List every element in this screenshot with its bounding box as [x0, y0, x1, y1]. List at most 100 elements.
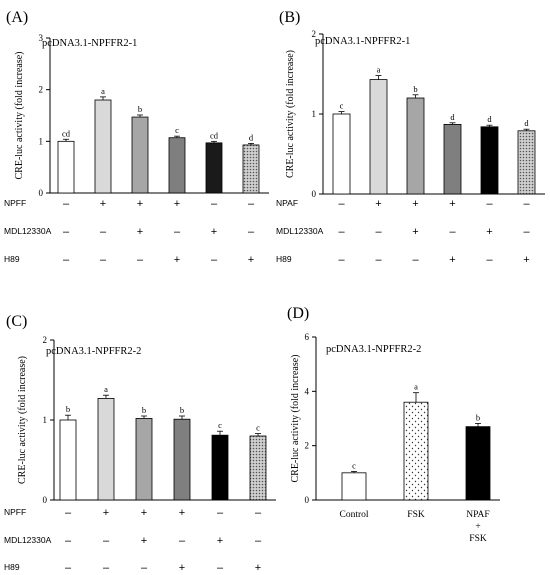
construct-label: pcDNA3.1-NPFFR2-2: [326, 344, 421, 355]
y-tick-label: 2: [43, 335, 48, 345]
significance-letter: c: [256, 423, 260, 433]
y-axis-label: CRE-luc activity (fold increase): [285, 50, 296, 178]
treatment-label: NPAF: [276, 198, 298, 208]
y-tick-label: 1: [39, 136, 44, 146]
treatment-label: H89: [4, 562, 20, 572]
significance-letter: cd: [210, 130, 219, 140]
bar: [205, 142, 223, 194]
significance-letter: d: [524, 118, 529, 128]
treatment-symbol: +: [137, 198, 143, 210]
treatment-symbol: –: [137, 254, 144, 266]
bar: [211, 434, 229, 501]
y-tick-label: 3: [39, 33, 44, 43]
bar: [97, 397, 115, 501]
panel-letter: (D): [287, 305, 309, 322]
treatment-symbol: –: [255, 507, 262, 519]
treatment-symbol: –: [449, 226, 456, 238]
y-tick-label: 2: [312, 29, 317, 39]
y-tick-label: 6: [305, 332, 310, 342]
significance-letter: d: [450, 112, 455, 122]
treatment-symbol: +: [103, 507, 109, 519]
y-tick-label: 0: [43, 495, 48, 505]
construct-label: pcDNA3.1-NPFFR2-2: [46, 346, 141, 357]
bar: [332, 113, 351, 195]
bar: [94, 99, 112, 194]
significance-letter: cd: [62, 128, 71, 138]
bar: [369, 79, 388, 195]
bar: [465, 426, 491, 501]
treatment-symbol: –: [412, 254, 419, 266]
treatment-symbol: +: [179, 507, 185, 519]
bar: [249, 435, 267, 501]
significance-letter: c: [340, 101, 344, 111]
significance-letter: b: [138, 104, 142, 114]
treatment-symbol: +: [137, 226, 143, 238]
bar: [173, 418, 191, 501]
bar: [135, 417, 153, 501]
bar: [59, 419, 77, 501]
treatment-symbol: –: [103, 535, 110, 547]
treatment-label: H89: [276, 254, 292, 264]
treatment-symbol: –: [174, 226, 181, 238]
treatment-label: H89: [4, 254, 20, 264]
treatment-symbol: –: [486, 254, 493, 266]
treatment-label: NPFF: [4, 507, 26, 517]
treatment-symbol: –: [523, 226, 530, 238]
treatment-symbol: –: [63, 254, 70, 266]
treatment-symbol: –: [141, 562, 148, 574]
y-tick-label: 0: [39, 188, 44, 198]
y-axis-label: CRE-luc activity (fold increase): [290, 354, 301, 482]
construct-label: pcDNA3.1-NPFFR2-1: [315, 36, 410, 47]
treatment-symbol: +: [486, 226, 492, 238]
category-label: FSK: [469, 534, 487, 544]
category-label: NPAF: [466, 510, 489, 520]
treatment-symbol: +: [523, 254, 529, 266]
treatment-symbol: –: [523, 198, 530, 210]
bar: [57, 140, 75, 194]
treatment-label: MDL12330A: [4, 226, 52, 236]
bar: [403, 401, 429, 501]
treatment-symbol: –: [211, 254, 218, 266]
significance-letter: d: [487, 114, 492, 124]
treatment-symbol: +: [412, 198, 418, 210]
treatment-symbol: +: [217, 535, 223, 547]
treatment-symbol: –: [103, 562, 110, 574]
treatment-symbol: –: [338, 254, 345, 266]
significance-letter: b: [476, 412, 480, 422]
panel-c: (C) pcDNA3.1-NPFFR2-2 CRE-luc activity (fo…: [4, 313, 276, 574]
panel-letter: (C): [6, 313, 27, 330]
treatment-symbol: –: [63, 226, 70, 238]
significance-letter: a: [377, 65, 381, 75]
treatment-label: NPFF: [4, 198, 26, 208]
y-tick-label: 1: [312, 109, 317, 119]
bar: [168, 137, 186, 194]
treatment-symbol: –: [65, 562, 72, 574]
treatment-symbol: –: [486, 198, 493, 210]
y-tick-label: 1: [43, 415, 48, 425]
bar: [443, 124, 462, 195]
treatment-symbol: –: [338, 198, 345, 210]
treatment-symbol: –: [255, 535, 262, 547]
treatment-symbol: –: [63, 198, 70, 210]
y-tick-label: 2: [305, 441, 310, 451]
treatment-symbol: –: [248, 198, 255, 210]
treatment-symbol: +: [179, 562, 185, 574]
y-tick-label: 4: [305, 386, 310, 396]
significance-letter: c: [175, 125, 179, 135]
panel-b: (B) pcDNA3.1-NPFFR2-1 CRE-luc activity (fo…: [276, 9, 545, 266]
treatment-symbol: +: [449, 198, 455, 210]
category-label: Control: [339, 510, 368, 520]
significance-letter: c: [352, 460, 356, 470]
bar: [406, 97, 425, 195]
y-axis-label: CRE-luc activity (fold increase): [17, 356, 28, 484]
treatment-symbol: +: [412, 226, 418, 238]
treatment-symbol: –: [65, 507, 72, 519]
significance-letter: d: [249, 132, 254, 142]
category-label: FSK: [407, 510, 425, 520]
y-tick-label: 0: [312, 189, 317, 199]
construct-label: pcDNA3.1-NPFFR2-1: [42, 38, 137, 49]
treatment-symbol: –: [338, 226, 345, 238]
y-tick-label: 0: [305, 495, 310, 505]
significance-letter: a: [414, 382, 418, 392]
